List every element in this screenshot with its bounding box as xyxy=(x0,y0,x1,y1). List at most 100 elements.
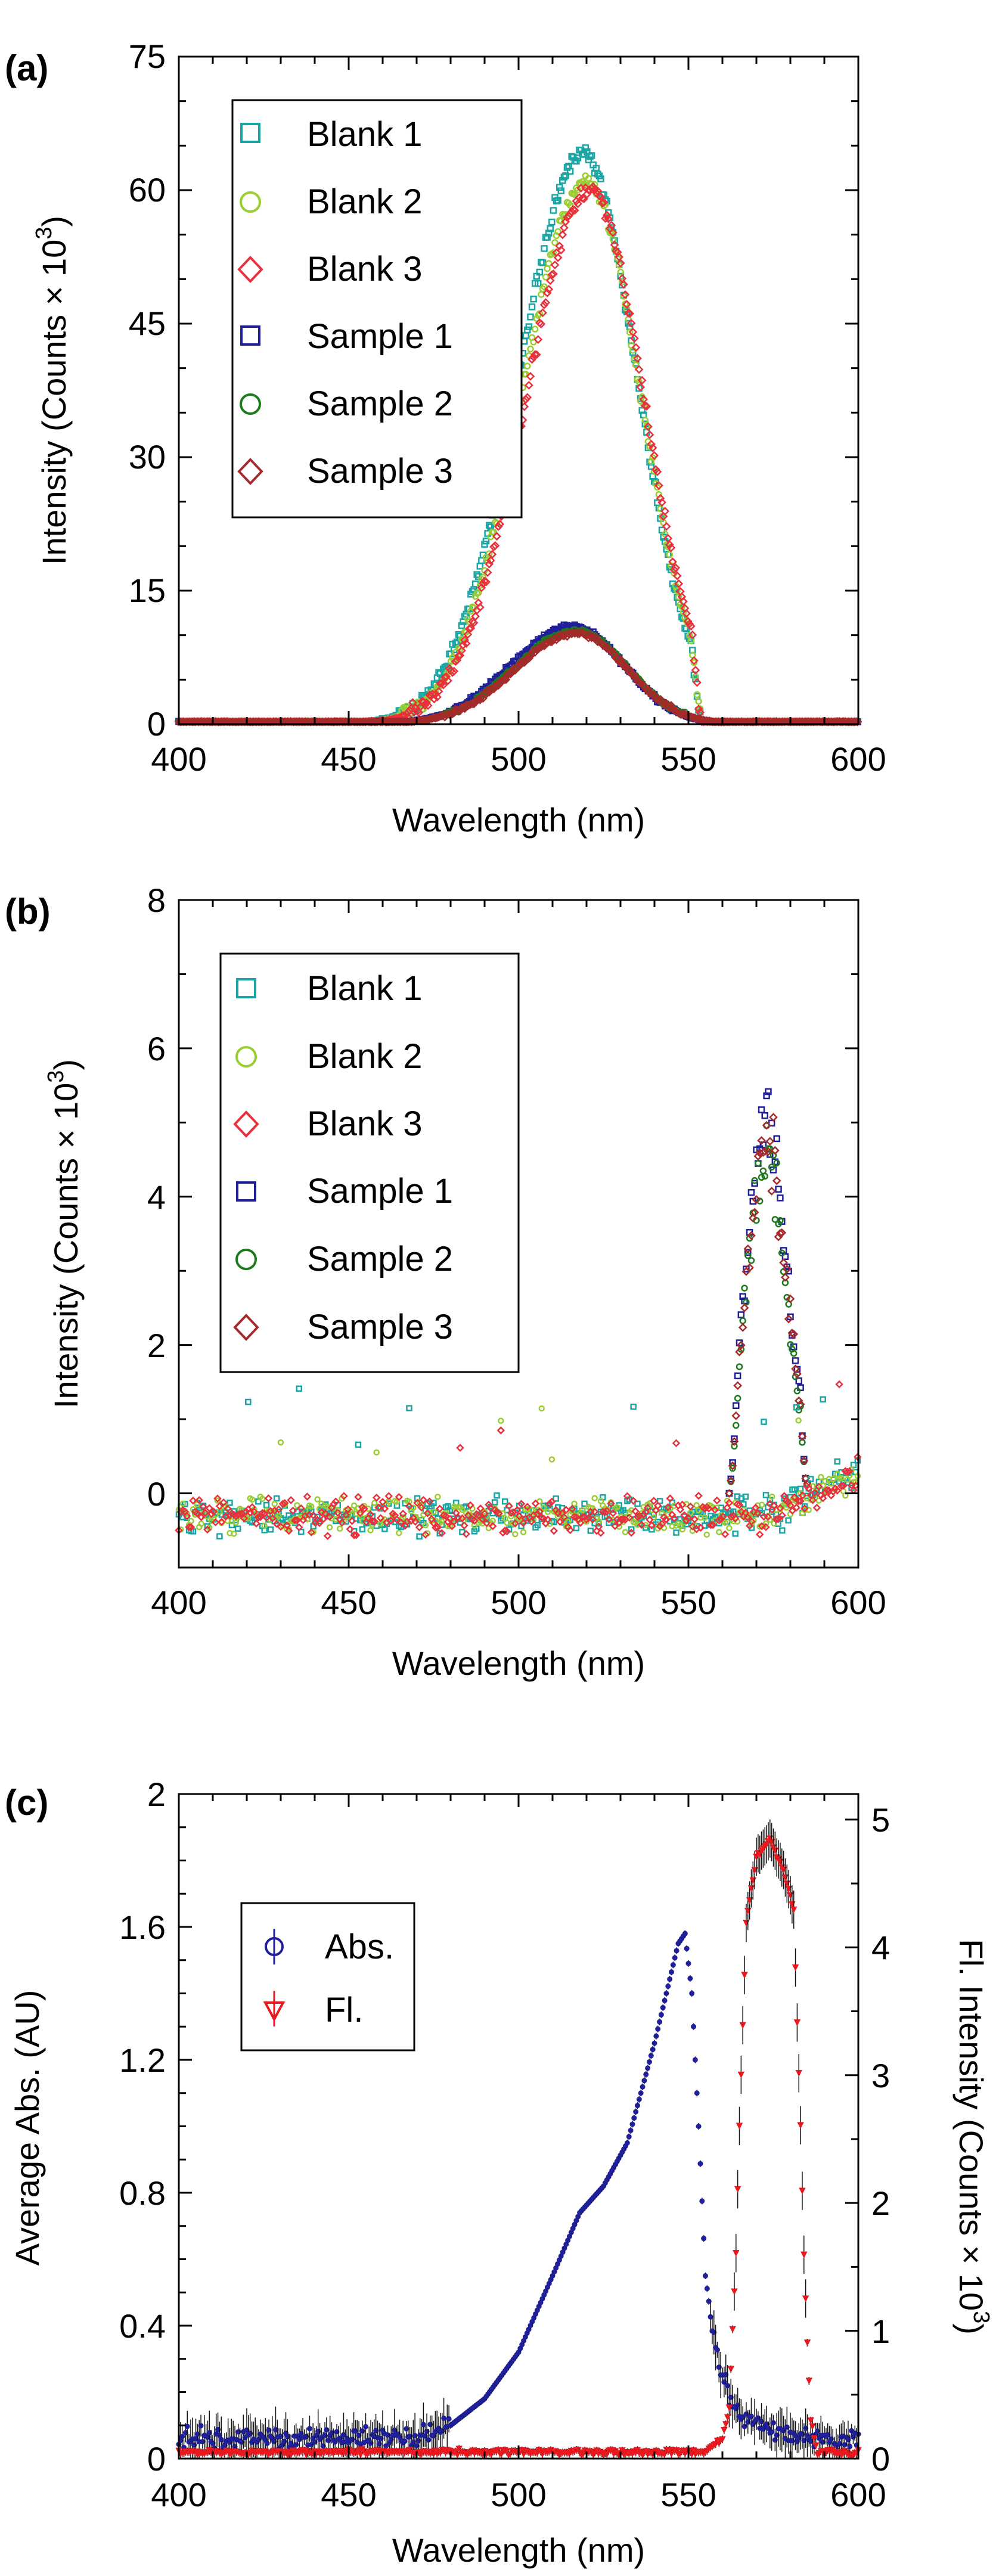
panel-b-point xyxy=(716,1529,722,1535)
panel-b-point xyxy=(533,1510,542,1519)
panel-c-point-abs xyxy=(815,2428,821,2434)
panel-b-point xyxy=(576,1519,585,1527)
panel-a-point xyxy=(542,274,550,281)
panel-b-point xyxy=(271,1501,278,1507)
panel-a-point xyxy=(524,362,531,370)
panel-b-point xyxy=(631,1507,640,1516)
panel-b-point xyxy=(662,1515,671,1524)
panel-c-point-abs xyxy=(238,2439,244,2445)
panel-a-point xyxy=(853,717,862,727)
panel-b-point xyxy=(657,1520,666,1528)
panel-b-point xyxy=(263,1501,270,1509)
panel-b-point xyxy=(770,1146,780,1155)
panel-a-point xyxy=(522,332,530,339)
panel-c-point-abs xyxy=(640,2084,646,2090)
panel-c-point-abs xyxy=(200,2439,206,2445)
panel-c-point-abs xyxy=(657,2019,663,2025)
panel-c-point-abs xyxy=(728,2394,734,2400)
panel-b-point xyxy=(792,1503,801,1512)
panel-c-point-abs xyxy=(703,2273,708,2279)
panel-a-point xyxy=(449,666,459,676)
panel-b-point xyxy=(790,1493,799,1501)
panel-b-point xyxy=(187,1523,196,1531)
panel-b-point xyxy=(381,1525,388,1532)
panel-b-point xyxy=(768,1119,775,1127)
panel-a-point xyxy=(486,555,495,565)
panel-a-point xyxy=(494,522,503,531)
panel-b-point xyxy=(796,1497,805,1506)
panel-c-point-abs xyxy=(808,2438,814,2444)
panel-b-point xyxy=(735,1347,744,1357)
panel-b-point xyxy=(670,1514,678,1522)
panel-b-point xyxy=(436,1530,443,1537)
panel-a-point xyxy=(541,283,548,290)
panel-a-point xyxy=(524,380,533,390)
panel-a-point xyxy=(525,323,533,330)
panel-a-point xyxy=(554,197,561,204)
panel-c-point-abs xyxy=(218,2437,224,2442)
panel-c-point-abs xyxy=(329,2430,334,2436)
panel-b-point xyxy=(763,1092,770,1100)
panel-b-point xyxy=(373,1449,380,1456)
panel-a-point xyxy=(694,704,703,713)
panel-a-point xyxy=(686,622,696,631)
panel-b-point xyxy=(560,1513,569,1522)
panel-b-point xyxy=(785,1517,792,1524)
panel-b-point xyxy=(779,1527,786,1534)
panel-b-point xyxy=(790,1349,798,1357)
panel-b-point xyxy=(347,1517,356,1525)
panel-b-point xyxy=(843,1467,852,1476)
panel-a-point xyxy=(556,246,566,255)
panel-b-point xyxy=(336,1525,343,1532)
panel-b-point xyxy=(544,1515,552,1524)
panel-b-point xyxy=(777,1194,784,1202)
panel-a-point xyxy=(570,206,579,215)
panel-b-point xyxy=(480,1509,489,1518)
panel-b-point xyxy=(759,1167,767,1175)
panel-b-point xyxy=(344,1505,352,1514)
panel-b-point xyxy=(752,1503,760,1512)
panel-b-point xyxy=(735,1501,744,1509)
panel-b-point xyxy=(833,1486,842,1495)
panel-b-point xyxy=(283,1521,291,1529)
panel-c-point-abs xyxy=(424,2428,430,2434)
panel-b-point xyxy=(789,1330,799,1339)
panel-c-point-abs xyxy=(624,2140,630,2146)
panel-c-point-abs xyxy=(706,2298,712,2304)
panel-b-point xyxy=(411,1517,420,1526)
panel-b-point xyxy=(765,1088,772,1095)
panel-a-point xyxy=(616,655,625,664)
panel-b-point xyxy=(656,1522,664,1531)
panel-b-point xyxy=(713,1496,721,1505)
panel-b-point xyxy=(838,1475,845,1482)
panel-b-point xyxy=(728,1461,737,1470)
panel-a-point xyxy=(653,467,662,476)
panel-b-point xyxy=(642,1525,649,1531)
panel-b-point xyxy=(761,1419,767,1425)
panel-b-legend-marker-square xyxy=(236,978,256,998)
panel-b-point xyxy=(808,1496,817,1504)
panel-a-point xyxy=(660,507,670,516)
panel-b-point xyxy=(761,1112,768,1119)
panel-b-point xyxy=(845,1467,854,1476)
panel-a-point xyxy=(488,684,497,693)
panel-c-point-abs xyxy=(741,2423,747,2429)
panel-a-label: (a) xyxy=(5,48,48,88)
panel-c-point-abs xyxy=(708,2314,713,2320)
panel-b-point xyxy=(807,1476,814,1482)
panel-c-point-abs xyxy=(650,2047,656,2053)
panel-c-point-abs xyxy=(682,1931,688,1936)
panel-a-point xyxy=(688,630,697,640)
panel-a-point xyxy=(550,260,560,269)
panel-b-legend-label: Sample 3 xyxy=(307,1308,453,1346)
panel-b-point xyxy=(712,1517,718,1524)
panel-b-point xyxy=(673,1529,679,1536)
panel-a-point xyxy=(547,225,554,232)
panel-b-point xyxy=(811,1488,819,1497)
panel-a-point xyxy=(538,308,547,318)
panel-b-legend-label: Sample 2 xyxy=(307,1240,453,1278)
panel-b-point xyxy=(733,1381,743,1391)
panel-b-point xyxy=(805,1484,813,1492)
panel-b-point xyxy=(417,1503,426,1512)
panel-b-point xyxy=(793,1369,802,1379)
